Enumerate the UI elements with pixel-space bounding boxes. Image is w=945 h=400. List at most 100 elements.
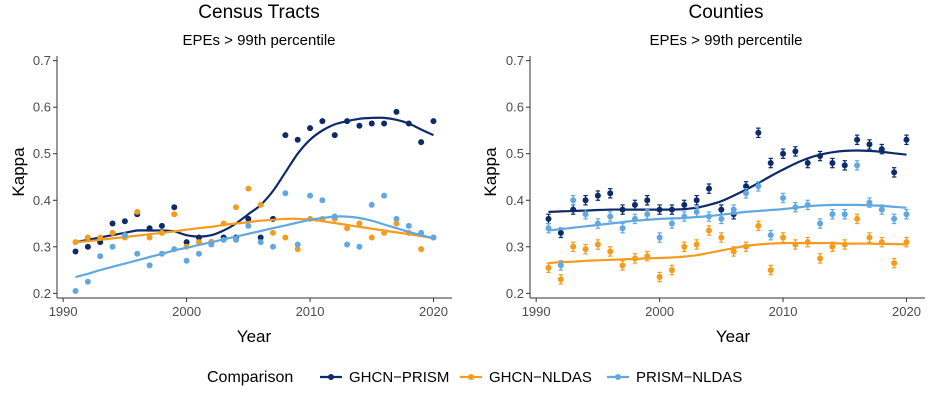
data-point-ghcn-prism — [368, 120, 375, 127]
data-point-ghcn-prism — [891, 169, 898, 176]
data-point-prism-nldas — [257, 239, 264, 246]
data-point-ghcn-prism — [121, 218, 128, 225]
data-point-prism-nldas — [97, 253, 104, 260]
data-point-ghcn-nldas — [594, 241, 601, 248]
data-point-ghcn-nldas — [718, 234, 725, 241]
data-point-prism-nldas — [319, 197, 326, 204]
x-tick-label: 1990 — [49, 304, 78, 319]
data-point-ghcn-prism — [841, 162, 848, 169]
data-point-prism-nldas — [134, 250, 141, 257]
data-point-ghcn-nldas — [755, 222, 762, 229]
data-point-ghcn-nldas — [570, 243, 577, 250]
data-point-ghcn-nldas — [294, 246, 301, 253]
data-point-ghcn-nldas — [257, 201, 264, 208]
x-axis-label: Year — [237, 327, 272, 346]
data-point-prism-nldas — [307, 192, 314, 199]
data-point-prism-nldas — [146, 262, 153, 269]
data-point-prism-nldas — [730, 206, 737, 213]
chart-subtitle: EPEs > 99th percentile — [649, 32, 802, 49]
legend-title: Comparison — [207, 369, 293, 386]
data-point-ghcn-prism — [804, 160, 811, 167]
data-point-ghcn-prism — [356, 122, 363, 129]
data-point-ghcn-prism — [582, 197, 589, 204]
data-point-prism-nldas — [270, 243, 277, 250]
data-point-ghcn-nldas — [356, 220, 363, 227]
data-point-ghcn-prism — [878, 146, 885, 153]
data-point-prism-nldas — [644, 211, 651, 218]
data-point-ghcn-nldas — [84, 234, 91, 241]
data-point-ghcn-prism — [718, 206, 725, 213]
data-point-prism-nldas — [841, 211, 848, 218]
data-point-prism-nldas — [755, 183, 762, 190]
panel-census-tracts: Census Tracts EPEs > 99th percentile Yea… — [9, 2, 452, 346]
trend-line-ghcn-nldas — [75, 217, 434, 244]
y-tick-label: 0.6 — [506, 100, 524, 115]
data-point-ghcn-prism — [171, 204, 178, 211]
data-point-ghcn-prism — [780, 150, 787, 157]
data-point-ghcn-nldas — [730, 248, 737, 255]
y-tick-label: 0.4 — [33, 193, 51, 208]
data-point-ghcn-nldas — [705, 227, 712, 234]
data-point-prism-nldas — [557, 262, 564, 269]
data-point-ghcn-prism — [319, 118, 326, 125]
y-tick-label: 0.3 — [506, 239, 524, 254]
data-point-ghcn-nldas — [344, 225, 351, 232]
data-point-prism-nldas — [743, 190, 750, 197]
legend-label: GHCN−PRISM — [349, 369, 449, 386]
data-point-ghcn-nldas — [681, 243, 688, 250]
data-point-prism-nldas — [405, 222, 412, 229]
data-point-ghcn-prism — [644, 197, 651, 204]
data-point-ghcn-prism — [755, 129, 762, 136]
data-point-ghcn-nldas — [232, 204, 239, 211]
data-point-ghcn-prism — [307, 125, 314, 132]
data-point-prism-nldas — [183, 257, 190, 264]
plot-area: 0.2 0.3 0.4 0.5 0.6 0.7 1990 2000 2010 2020 — [33, 53, 452, 319]
x-tick-label: 2020 — [892, 304, 921, 319]
data-point-prism-nldas — [294, 241, 301, 248]
y-tick-label: 0.5 — [506, 146, 524, 161]
data-point-ghcn-nldas — [607, 248, 614, 255]
data-point-ghcn-prism — [866, 141, 873, 148]
data-point-ghcn-prism — [257, 234, 264, 241]
data-point-ghcn-nldas — [656, 274, 663, 281]
data-point-ghcn-nldas — [668, 267, 675, 274]
data-point-ghcn-prism — [84, 243, 91, 250]
data-point-prism-nldas — [780, 194, 787, 201]
data-point-ghcn-nldas — [619, 262, 626, 269]
x-tick-label: 2020 — [419, 304, 448, 319]
data-point-ghcn-prism — [792, 148, 799, 155]
panel-counties: Counties EPEs > 99th percentile Year Kap… — [481, 2, 925, 346]
x-tick-label: 1990 — [522, 304, 551, 319]
data-point-prism-nldas — [656, 234, 663, 241]
x-tick-label: 2000 — [645, 304, 674, 319]
data-point-ghcn-prism — [393, 108, 400, 115]
x-tick-label: 2000 — [172, 304, 201, 319]
trend-line-prism-nldas — [548, 203, 907, 232]
data-point-ghcn-prism — [294, 136, 301, 143]
data-point-ghcn-nldas — [393, 220, 400, 227]
data-point-prism-nldas — [668, 220, 675, 227]
data-point-prism-nldas — [245, 222, 252, 229]
data-point-prism-nldas — [903, 211, 910, 218]
data-point-prism-nldas — [570, 197, 577, 204]
legend-label: GHCN−NLDAS — [489, 369, 592, 386]
y-tick-label: 0.7 — [506, 53, 524, 68]
data-point-ghcn-prism — [158, 222, 165, 229]
data-point-ghcn-nldas — [270, 229, 277, 236]
data-point-ghcn-nldas — [780, 234, 787, 241]
chart-title: Counties — [689, 2, 764, 23]
data-point-ghcn-prism — [331, 132, 338, 139]
data-point-ghcn-prism — [430, 118, 437, 125]
data-point-prism-nldas — [195, 250, 202, 257]
data-point-ghcn-nldas — [134, 208, 141, 215]
data-point-ghcn-nldas — [171, 211, 178, 218]
data-point-ghcn-prism — [183, 239, 190, 246]
data-point-ghcn-nldas — [557, 276, 564, 283]
data-point-ghcn-nldas — [245, 185, 252, 192]
y-tick-label: 0.7 — [33, 53, 51, 68]
plot-area: 0.2 0.3 0.4 0.5 0.6 0.7 1990 2000 2010 2020 — [506, 53, 925, 319]
data-point-ghcn-prism — [418, 139, 425, 146]
data-point-ghcn-prism — [109, 220, 116, 227]
data-point-prism-nldas — [878, 206, 885, 213]
